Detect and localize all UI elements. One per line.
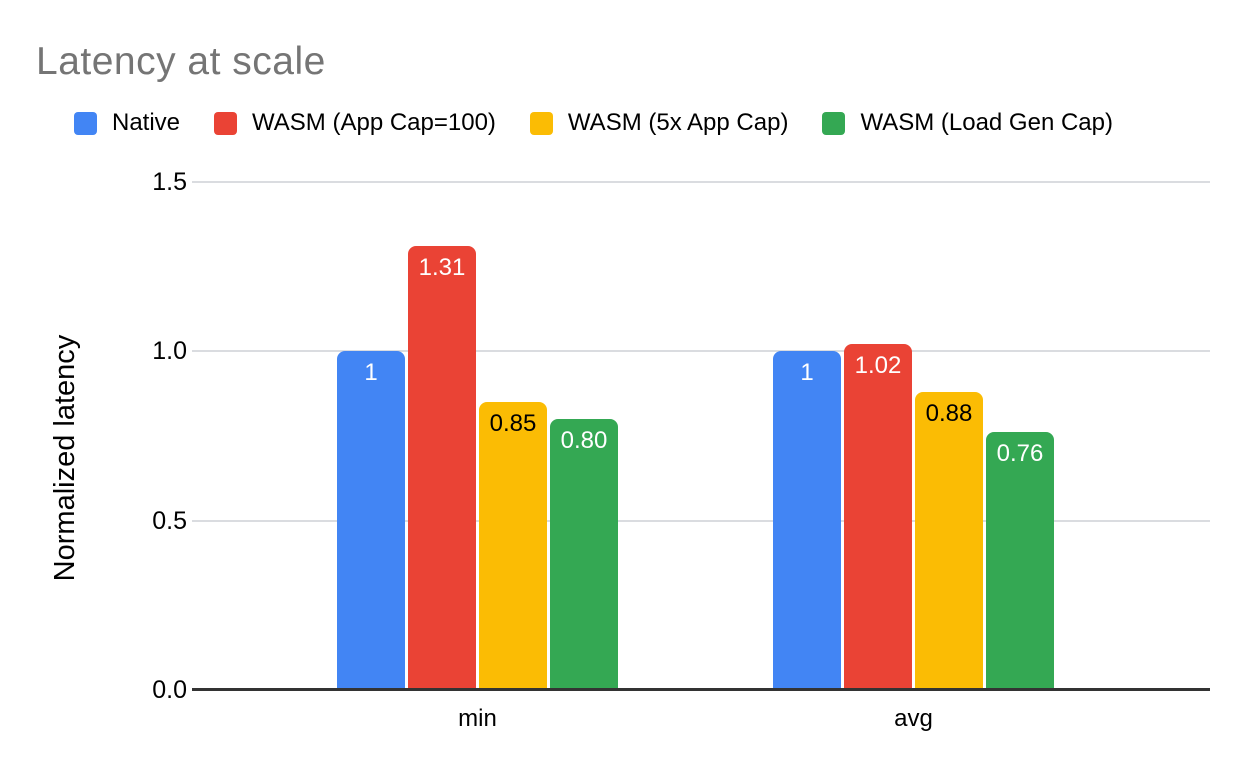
bar-value-label: 0.80 xyxy=(560,427,608,454)
legend-label: WASM (5x App Cap) xyxy=(567,109,789,136)
legend-label: WASM (Load Gen Cap) xyxy=(860,109,1113,136)
bar-min-native: 1 xyxy=(337,351,405,690)
bar-min-wasm-5x-app-cap: 0.85 xyxy=(479,402,547,690)
y-tick-label: 1.5 xyxy=(152,167,187,196)
bar-avg-wasm-app-cap-100: 1.02 xyxy=(844,344,912,690)
bar-value-label: 1.31 xyxy=(418,254,466,281)
legend-swatch-icon xyxy=(529,111,553,135)
bar-value-label: 1 xyxy=(364,359,378,386)
bar-avg-wasm-load-gen-cap: 0.76 xyxy=(986,432,1054,690)
gridline xyxy=(192,350,1210,352)
bar-value-label: 0.88 xyxy=(925,400,973,427)
bar-value-label: 0.85 xyxy=(489,410,537,437)
legend: Native WASM (App Cap=100) WASM (5x App Cap… xyxy=(74,108,1113,138)
bar-value-label: 0.76 xyxy=(996,440,1044,467)
gridline xyxy=(192,180,1210,183)
x-category-label-min: min xyxy=(458,705,497,732)
bar-group-avg: 1 1.02 0.88 0.76 xyxy=(773,344,1054,690)
legend-item-wasm-5x-app-cap: WASM (5x App Cap) xyxy=(529,109,789,137)
x-category-label-avg: avg xyxy=(894,705,933,732)
y-tick-label: 1.0 xyxy=(152,337,187,365)
gridline xyxy=(192,519,1210,522)
plot-area: 1 1.31 0.85 0.80 1 1.02 0.88 0.76 xyxy=(192,170,1210,691)
legend-item-native: Native xyxy=(74,109,180,137)
legend-swatch-icon xyxy=(214,111,238,135)
bar-value-label: 1 xyxy=(800,359,814,386)
bar-min-wasm-load-gen-cap: 0.80 xyxy=(550,419,618,690)
bar-avg-native: 1 xyxy=(773,351,841,690)
y-tick-label: 0.0 xyxy=(152,676,187,704)
bar-avg-wasm-5x-app-cap: 0.88 xyxy=(915,392,983,690)
legend-item-wasm-load-gen-cap: WASM (Load Gen Cap) xyxy=(822,109,1113,137)
legend-label: WASM (App Cap=100) xyxy=(252,109,496,136)
x-axis-line xyxy=(192,688,1210,691)
legend-swatch-icon xyxy=(822,111,846,135)
bar-value-label: 1.02 xyxy=(854,352,902,379)
legend-swatch-icon xyxy=(74,111,97,135)
chart-title: Latency at scale xyxy=(36,40,326,83)
bar-group-min: 1 1.31 0.85 0.80 xyxy=(337,246,618,690)
legend-item-wasm-app-cap-100: WASM (App Cap=100) xyxy=(214,109,496,137)
bar-min-wasm-app-cap-100: 1.31 xyxy=(408,246,476,690)
legend-label: Native xyxy=(112,109,181,136)
y-axis-title: Normalized latency xyxy=(49,334,81,582)
y-tick-label: 0.5 xyxy=(152,506,187,535)
